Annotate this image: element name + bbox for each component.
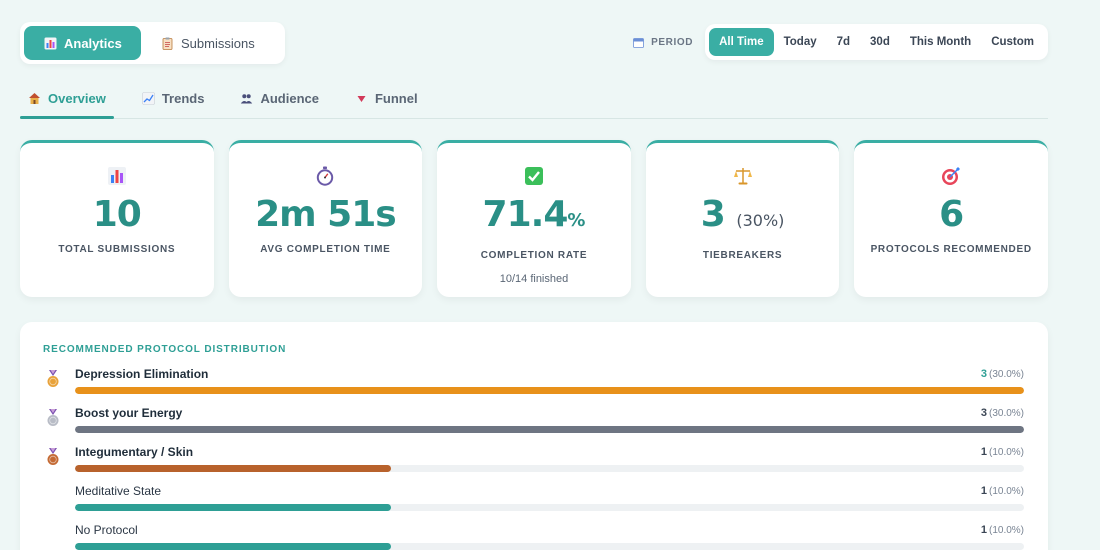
protocol-distribution-panel: RECOMMENDED PROTOCOL DISTRIBUTION Depres…: [20, 322, 1048, 550]
stat-label: AVG COMPLETION TIME: [260, 244, 391, 255]
protocol-name: Meditative State: [75, 484, 162, 498]
protocol-name: Integumentary / Skin: [75, 445, 194, 459]
stat-value: 10: [92, 194, 142, 235]
gold-medal-icon: [46, 370, 60, 388]
stat-unit: %: [567, 210, 586, 231]
period-selector: PERIOD All Time Today 7d 30d This Month …: [632, 24, 1048, 60]
stat-label: COMPLETION RATE: [480, 250, 588, 261]
clipboard-icon: [161, 37, 174, 50]
count-value: 1: [980, 524, 987, 536]
bar-chart-icon: [106, 165, 128, 187]
row-header: Meditative State 1 (10.0%): [75, 483, 1024, 499]
progress-track: [75, 504, 1024, 511]
analytics-label: Analytics: [64, 35, 122, 51]
protocol-count: 1 (10.0%): [981, 485, 1024, 497]
stat-value: 71.4%: [482, 194, 586, 235]
count-value: 1: [980, 485, 987, 497]
analytics-button[interactable]: Analytics: [24, 26, 141, 60]
distribution-row: Boost your Energy 3 (30.0%): [43, 405, 1024, 444]
stat-label: TIEBREAKERS: [702, 250, 783, 261]
view-toggle: Analytics Submissions: [20, 22, 285, 64]
protocol-count: 3 (30.0%): [981, 368, 1024, 380]
period-today[interactable]: Today: [783, 36, 817, 48]
protocol-name: Boost your Energy: [75, 406, 183, 420]
count-percent: (30.0%): [988, 369, 1024, 380]
progress-fill: [75, 426, 1024, 433]
period-custom[interactable]: Custom: [991, 36, 1034, 48]
stat-sub: (30%): [736, 211, 785, 230]
count-value: 3: [980, 407, 987, 419]
analytics-tabs: Overview Trends Audience Funnel: [20, 82, 1048, 119]
people-icon: [240, 92, 253, 105]
period-30d[interactable]: 30d: [870, 36, 890, 48]
stat-label: TOTAL SUBMISSIONS: [58, 244, 176, 255]
count-percent: (10.0%): [988, 486, 1024, 497]
house-icon: [28, 92, 41, 105]
row-header: Boost your Energy 3 (30.0%): [75, 405, 1024, 421]
stat-cards: 10 TOTAL SUBMISSIONS 2m 51s AVG COMPLETI…: [20, 140, 1048, 297]
tab-trends[interactable]: Trends: [134, 82, 213, 118]
stat-note: 10/14 finished: [499, 273, 569, 285]
count-percent: (10.0%): [988, 447, 1024, 458]
distribution-list: Depression Elimination 3 (30.0%) Boost your…: [43, 366, 1024, 550]
progress-track: [75, 543, 1024, 550]
distribution-row: Integumentary / Skin 1 (10.0%): [43, 444, 1024, 483]
progress-fill: [75, 465, 392, 472]
count-percent: (30.0%): [988, 408, 1024, 419]
calendar-icon: [632, 36, 645, 49]
checkmark-icon: [523, 165, 545, 187]
scales-icon: [732, 165, 754, 187]
panel-title: RECOMMENDED PROTOCOL DISTRIBUTION: [43, 344, 287, 355]
bar-chart-icon: [44, 37, 57, 50]
period-all-time[interactable]: All Time: [709, 28, 774, 56]
count-value: 1: [980, 446, 987, 458]
distribution-row: No Protocol 1 (10.0%): [43, 522, 1024, 550]
stat-card-avg-completion-time: 2m 51s AVG COMPLETION TIME: [228, 140, 423, 297]
stat-card-completion-rate: 71.4% COMPLETION RATE 10/14 finished: [437, 140, 631, 297]
protocol-count: 1 (10.0%): [981, 446, 1024, 458]
stat-card-total-submissions: 10 TOTAL SUBMISSIONS: [20, 140, 214, 297]
period-7d[interactable]: 7d: [836, 36, 851, 48]
period-options: All Time Today 7d 30d This Month Custom: [705, 24, 1048, 60]
stopwatch-icon: [314, 165, 336, 187]
progress-track: [75, 465, 1024, 472]
progress-track: [75, 387, 1024, 394]
progress-track: [75, 426, 1024, 433]
protocol-name: Depression Elimination: [75, 367, 209, 381]
line-chart-icon: [142, 91, 155, 105]
progress-fill: [75, 387, 1024, 394]
tab-funnel[interactable]: Funnel: [347, 82, 426, 118]
stat-value: 3 (30%): [700, 194, 785, 235]
top-bar: Analytics Submissions PERIOD All Time To…: [20, 22, 1048, 64]
row-header: Depression Elimination 3 (30.0%): [75, 366, 1024, 382]
distribution-row: Depression Elimination 3 (30.0%): [43, 366, 1024, 405]
stat-card-protocols-recommended: 6 PROTOCOLS RECOMMENDED: [854, 140, 1048, 297]
stat-card-tiebreakers: 3 (30%) TIEBREAKERS: [645, 140, 840, 297]
submissions-label: Submissions: [181, 35, 255, 51]
count-value: 3: [980, 368, 987, 380]
stat-label: PROTOCOLS RECOMMENDED: [870, 244, 1032, 255]
period-this-month[interactable]: This Month: [909, 36, 972, 48]
row-header: Integumentary / Skin 1 (10.0%): [75, 444, 1024, 460]
period-label: PERIOD: [632, 36, 693, 49]
stat-value: 6: [939, 194, 964, 235]
submissions-button[interactable]: Submissions: [141, 26, 275, 60]
row-header: No Protocol 1 (10.0%): [75, 522, 1024, 538]
protocol-name: No Protocol: [75, 523, 138, 537]
progress-fill: [75, 543, 392, 550]
silver-medal-icon: [46, 409, 60, 427]
distribution-row: Meditative State 1 (10.0%): [43, 483, 1024, 522]
funnel-icon: [355, 92, 368, 105]
protocol-count: 3 (30.0%): [981, 407, 1024, 419]
tab-audience[interactable]: Audience: [232, 82, 327, 118]
stat-value: 2m 51s: [255, 194, 397, 235]
progress-fill: [75, 504, 392, 511]
protocol-count: 1 (10.0%): [981, 524, 1024, 536]
tab-overview[interactable]: Overview: [20, 82, 114, 119]
target-icon: [940, 165, 962, 187]
bronze-medal-icon: [46, 448, 60, 466]
count-percent: (10.0%): [988, 525, 1024, 536]
